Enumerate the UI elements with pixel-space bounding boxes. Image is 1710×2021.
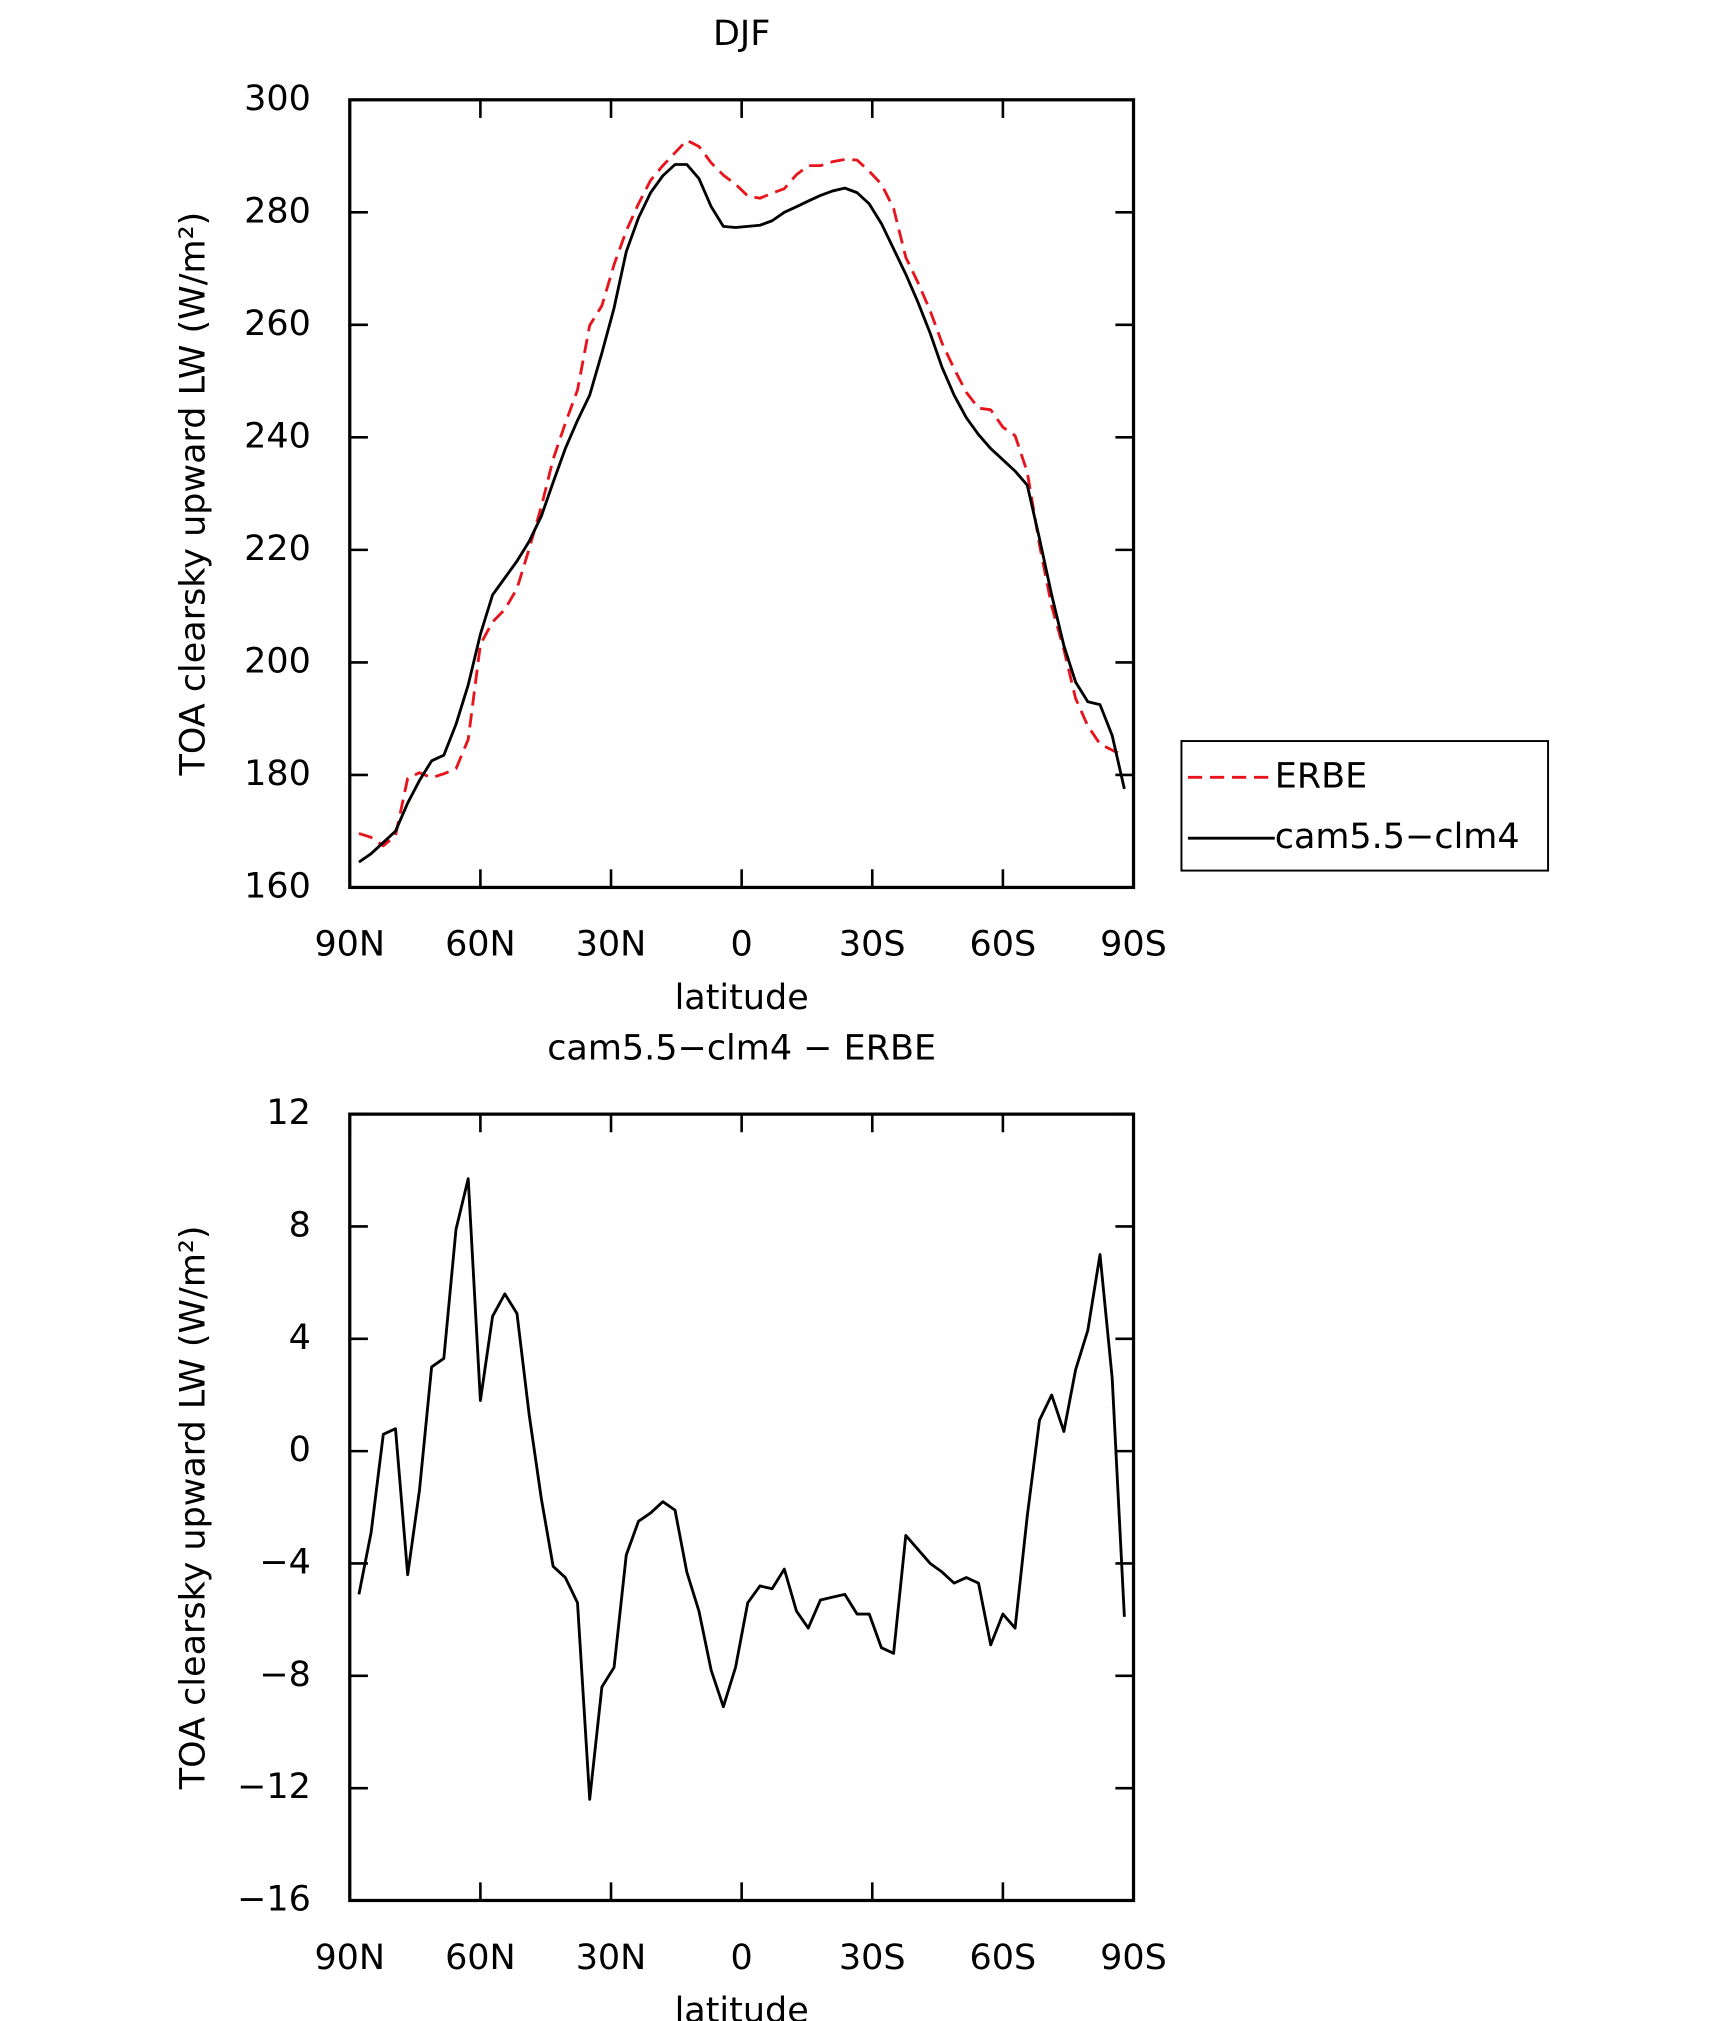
y-axis-label: TOA clearsky upward LW (W/m²) bbox=[173, 212, 213, 777]
x-tick-label: 90S bbox=[1100, 925, 1167, 965]
plot-frame bbox=[348, 1112, 1136, 1903]
x-tick-label: 60N bbox=[445, 925, 516, 965]
plot-frame bbox=[348, 98, 1136, 890]
y-tick-label: 160 bbox=[244, 866, 311, 906]
x-tick-label: 90N bbox=[314, 925, 385, 965]
x-tick-label: 60S bbox=[970, 1938, 1037, 1978]
legend-label: ERBE bbox=[1275, 756, 1367, 796]
y-tick-label: 8 bbox=[289, 1205, 311, 1245]
y-tick-label: 300 bbox=[244, 79, 311, 119]
y-tick-label: −8 bbox=[259, 1655, 311, 1695]
x-tick-label: 60S bbox=[970, 925, 1037, 965]
y-tick-label: 4 bbox=[289, 1318, 311, 1358]
x-axis-label: latitude bbox=[675, 978, 809, 1018]
x-tick-label: 90S bbox=[1100, 1938, 1167, 1978]
y-tick-label: 240 bbox=[244, 416, 311, 456]
legend-box bbox=[1180, 740, 1550, 872]
y-axis-label: TOA clearsky upward LW (W/m²) bbox=[173, 1225, 213, 1790]
data-line bbox=[358, 163, 1126, 864]
x-tick-label: 30S bbox=[839, 1938, 906, 1978]
y-tick-label: −16 bbox=[237, 1879, 311, 1919]
data-line bbox=[357, 1177, 1126, 1801]
y-tick-label: 180 bbox=[244, 754, 311, 794]
x-tick-label: 0 bbox=[731, 1938, 753, 1978]
x-tick-label: 30N bbox=[576, 1938, 647, 1978]
x-tick-label: 0 bbox=[731, 925, 753, 965]
chart-title: cam5.5−clm4 − ERBE bbox=[547, 1028, 936, 1068]
y-tick-label: 280 bbox=[244, 191, 311, 231]
y-tick-label: 12 bbox=[266, 1093, 311, 1133]
x-tick-label: 60N bbox=[445, 1938, 516, 1978]
x-tick-label: 30N bbox=[576, 925, 647, 965]
y-tick-label: 220 bbox=[244, 529, 311, 569]
chart-title: DJF bbox=[713, 14, 770, 54]
y-tick-label: 200 bbox=[244, 641, 311, 681]
y-tick-label: −4 bbox=[259, 1542, 311, 1582]
y-tick-label: 260 bbox=[244, 304, 311, 344]
x-tick-label: 30S bbox=[839, 925, 906, 965]
x-tick-label: 90N bbox=[314, 1938, 385, 1978]
y-tick-label: 0 bbox=[289, 1430, 311, 1470]
data-line bbox=[358, 138, 1125, 848]
x-axis-label: latitude bbox=[675, 1991, 809, 2021]
legend-label: cam5.5−clm4 bbox=[1275, 817, 1520, 857]
y-tick-label: −12 bbox=[237, 1767, 311, 1807]
